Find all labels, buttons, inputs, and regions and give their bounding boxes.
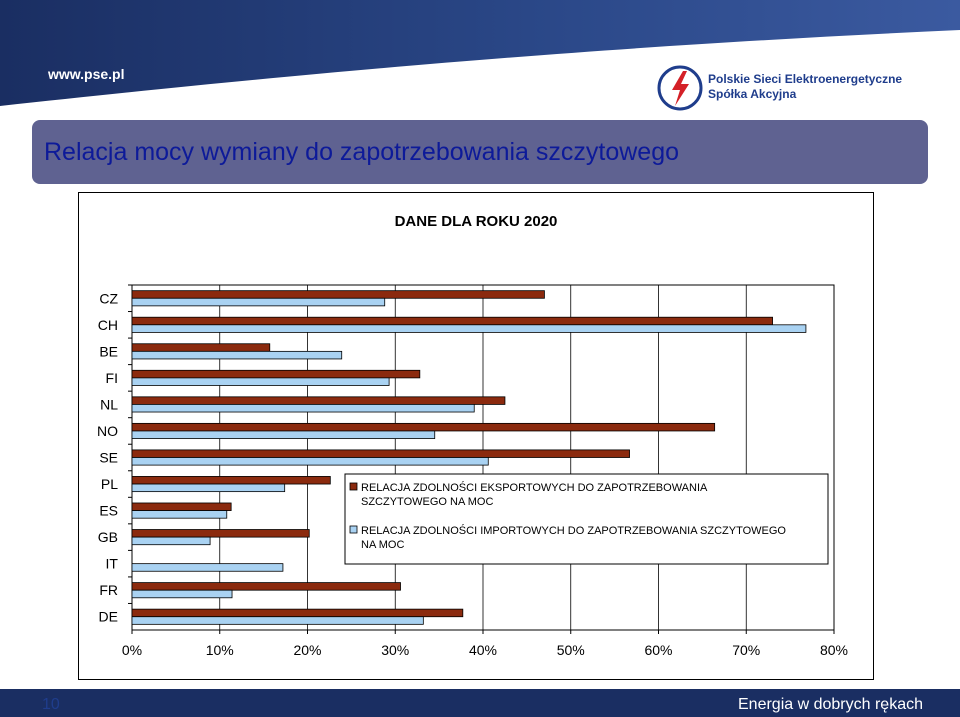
category-label: GB xyxy=(98,529,118,545)
x-tick-label: 60% xyxy=(644,642,672,658)
import-bar xyxy=(131,350,343,360)
export-bar xyxy=(131,396,506,405)
pse-logo-icon xyxy=(657,65,703,111)
company-name: Polskie Sieci Elektroenergetyczne Spółka… xyxy=(708,72,902,102)
category-label: FI xyxy=(106,370,118,386)
import-bar xyxy=(131,563,284,572)
category-label: BE xyxy=(99,343,118,359)
x-tick-label: 80% xyxy=(820,642,848,658)
export-bar xyxy=(131,529,310,538)
export-bar xyxy=(131,476,331,485)
footer-band xyxy=(0,689,960,717)
category-label: NL xyxy=(100,396,118,412)
import-bar xyxy=(131,483,286,493)
export-bar xyxy=(131,290,545,299)
export-bar xyxy=(131,582,401,591)
import-bar xyxy=(131,404,475,413)
x-tick-label: 50% xyxy=(557,642,585,658)
legend-swatch xyxy=(349,525,358,534)
category-label: CH xyxy=(98,317,118,333)
export-bar xyxy=(131,369,421,379)
import-bar xyxy=(131,536,211,546)
bar-chart: DANE DLA ROKU 2020 0% 10% 20% 30% 40% 50% 60% 7… xyxy=(97,213,848,658)
x-tick-label: 10% xyxy=(206,642,234,658)
category-label: FR xyxy=(99,582,118,598)
legend-label: RELACJA ZDOLNOŚCI EKSPORTOWYCH DO ZAPOTR… xyxy=(361,481,708,508)
category-label: PL xyxy=(101,476,118,492)
x-tick-label: 40% xyxy=(469,642,497,658)
legend-label: RELACJA ZDOLNOŚCI IMPORTOWYCH DO ZAPOTRZ… xyxy=(361,524,786,551)
import-bar xyxy=(131,510,228,519)
slide-title-bar: Relacja mocy wymiany do zapotrzebowania … xyxy=(32,120,928,184)
x-tick-label: 30% xyxy=(381,642,409,658)
import-bar xyxy=(131,324,807,333)
import-bar xyxy=(131,589,233,599)
import-bar xyxy=(131,377,390,386)
chart-container: DANE DLA ROKU 2020 0% 10% 20% 30% 40% 50% 60% 7… xyxy=(78,192,874,680)
website-url[interactable]: www.pse.pl xyxy=(48,66,125,82)
page-number: 10 xyxy=(42,696,60,713)
export-bar xyxy=(131,316,773,326)
footer-slogan: Energia w dobrych rękach xyxy=(738,696,923,713)
category-label: IT xyxy=(106,556,119,572)
legend-box xyxy=(344,473,829,565)
chart-title: DANE DLA ROKU 2020 xyxy=(395,213,558,230)
category-label: DE xyxy=(99,609,118,625)
import-bar xyxy=(131,297,386,307)
category-label: NO xyxy=(97,423,118,439)
import-bar xyxy=(131,457,489,466)
company-name-line1: Polskie Sieci Elektroenergetyczne xyxy=(708,72,903,86)
header-band xyxy=(0,0,960,106)
x-tick-label: 70% xyxy=(732,642,760,658)
category-label: SE xyxy=(99,450,118,466)
category-label: ES xyxy=(99,503,118,519)
export-bar xyxy=(131,422,716,432)
x-tick-label: 20% xyxy=(293,642,321,658)
import-bar xyxy=(131,430,436,439)
company-name-line2: Spółka Akcyjna xyxy=(708,87,797,101)
export-bar xyxy=(131,502,232,511)
export-bar xyxy=(131,608,464,618)
category-label: CZ xyxy=(99,290,118,306)
export-bar xyxy=(131,343,271,352)
slide-title: Relacja mocy wymiany do zapotrzebowania … xyxy=(44,138,680,166)
x-tick-label: 0% xyxy=(122,642,142,658)
legend-swatch xyxy=(349,482,358,491)
export-bar xyxy=(131,449,630,458)
import-bar xyxy=(131,616,424,625)
